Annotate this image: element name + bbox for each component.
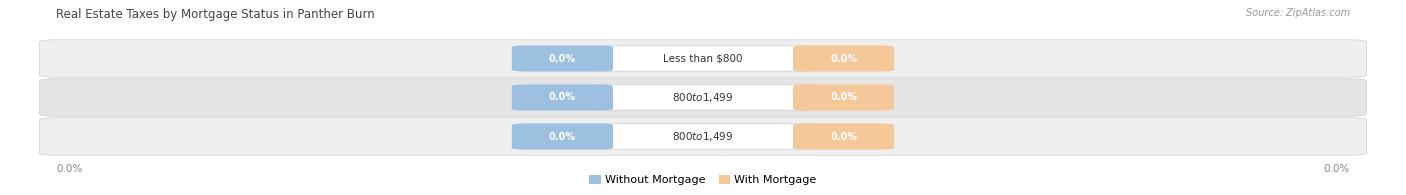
Text: Less than $800: Less than $800 [664,53,742,64]
Legend: Without Mortgage, With Mortgage: Without Mortgage, With Mortgage [585,170,821,190]
Text: 0.0%: 0.0% [830,131,858,142]
FancyBboxPatch shape [512,123,613,150]
FancyBboxPatch shape [793,45,894,72]
Text: 0.0%: 0.0% [830,53,858,64]
Text: 0.0%: 0.0% [548,53,576,64]
Text: 0.0%: 0.0% [1323,164,1350,174]
FancyBboxPatch shape [593,46,813,71]
Text: Source: ZipAtlas.com: Source: ZipAtlas.com [1246,8,1350,18]
FancyBboxPatch shape [793,84,894,111]
Text: 0.0%: 0.0% [56,164,83,174]
FancyBboxPatch shape [512,45,613,72]
Text: $800 to $1,499: $800 to $1,499 [672,130,734,143]
Text: 0.0%: 0.0% [830,92,858,103]
Text: Real Estate Taxes by Mortgage Status in Panther Burn: Real Estate Taxes by Mortgage Status in … [56,8,375,21]
Text: $800 to $1,499: $800 to $1,499 [672,91,734,104]
Text: 0.0%: 0.0% [548,131,576,142]
FancyBboxPatch shape [593,124,813,149]
FancyBboxPatch shape [39,79,1367,116]
FancyBboxPatch shape [39,118,1367,155]
FancyBboxPatch shape [593,85,813,110]
FancyBboxPatch shape [512,84,613,111]
FancyBboxPatch shape [39,40,1367,77]
Text: 0.0%: 0.0% [548,92,576,103]
FancyBboxPatch shape [793,123,894,150]
